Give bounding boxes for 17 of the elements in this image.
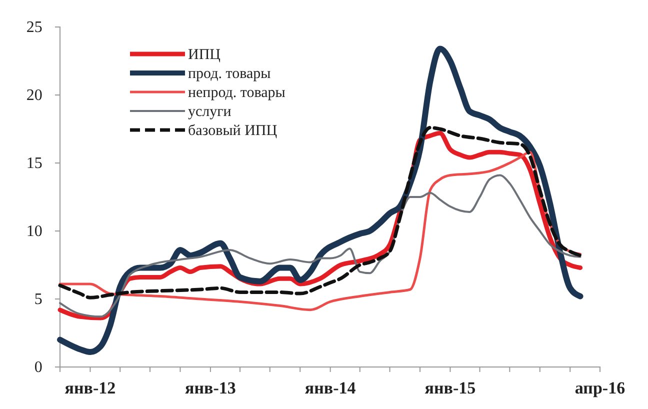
x-tick-label: янв-12	[64, 378, 116, 398]
legend-label: прод. товары	[188, 66, 271, 82]
y-tick-label: 10	[26, 223, 42, 240]
y-tick-label: 0	[34, 359, 42, 376]
x-tick-label: янв-14	[304, 378, 356, 398]
y-tick-label: 15	[26, 155, 42, 172]
x-tick-label: янв-13	[185, 378, 236, 398]
x-tick-label: апр-16	[574, 378, 626, 398]
y-tick-label: 25	[26, 19, 42, 36]
legend-label: базовый ИПЦ	[188, 123, 278, 139]
line-series	[59, 174, 582, 318]
y-tick-label: 5	[34, 291, 42, 308]
legend-label: непрод. товары	[188, 85, 286, 101]
y-tick-label: 20	[26, 87, 42, 104]
legend-label: ИПЦ	[188, 47, 221, 63]
x-tick-label: янв-15	[424, 378, 476, 398]
legend-label: услуги	[188, 104, 232, 120]
